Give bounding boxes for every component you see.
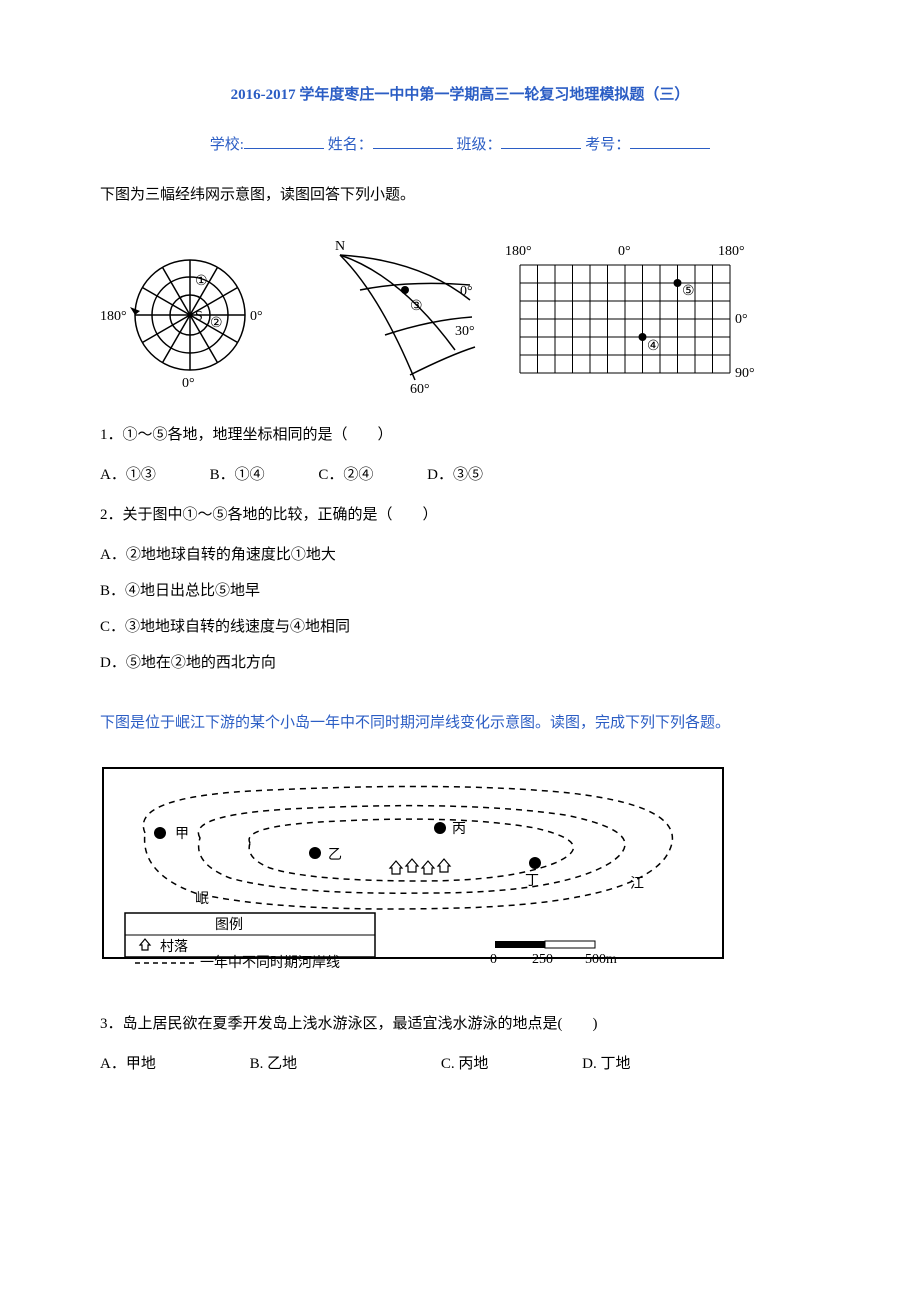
q1-opt-c[interactable]: C．②④ [318, 460, 373, 490]
class-label: 班级： [456, 137, 501, 153]
school-label: 学校: [210, 137, 244, 153]
marker-3: ③ [410, 297, 423, 313]
polar-diagram: S 0° 180° 0° ① ② [100, 235, 280, 395]
label-180-left: 180° [100, 309, 127, 324]
q2-opt-c[interactable]: C．③地地球自转的线速度与④地相同 [100, 612, 820, 642]
q1-opt-b[interactable]: B．①④ [210, 460, 265, 490]
q2-opt-d[interactable]: D．⑤地在②地的西北方向 [100, 648, 820, 678]
q3-options: A．甲地 B. 乙地 C. 丙地 D. 丁地 [100, 1049, 820, 1079]
q1-opt-a[interactable]: A．①③ [100, 460, 156, 490]
grid-180-tl: 180° [505, 244, 532, 259]
name-blank[interactable] [373, 133, 453, 149]
label-bing: 丙 [452, 822, 466, 837]
school-blank[interactable] [244, 133, 324, 149]
marker-5: ⑤ [682, 282, 695, 298]
label-0-right: 0° [250, 309, 263, 324]
figure-row-1: S 0° 180° 0° ① ② ③ N 0° 30° 60° [100, 235, 820, 395]
q3-opt-b[interactable]: B. 乙地 [250, 1049, 298, 1079]
id-label: 考号： [585, 137, 630, 153]
q3-opt-c[interactable]: C. 丙地 [441, 1049, 489, 1079]
q3-stem: 3．岛上居民欲在夏季开发岛上浅水游泳区，最适宜浅水游泳的地点是( ) [100, 1009, 820, 1039]
label-s: S [195, 309, 203, 324]
point-4 [639, 333, 647, 341]
marker-2: ② [210, 314, 223, 330]
q1-opt-d[interactable]: D．③⑤ [427, 460, 483, 490]
legend-line: 一年中不同时期河岸线 [200, 955, 340, 971]
q2-opt-b[interactable]: B．④地日出总比⑤地早 [100, 576, 820, 606]
legend-title: 图例 [215, 917, 243, 933]
marker-1: ① [195, 272, 208, 288]
curved-grid-diagram: ③ N 0° 30° 60° [300, 235, 480, 395]
q1-stem: 1．①～⑤各地，地理坐标相同的是（ ） [100, 420, 820, 450]
class-blank[interactable] [501, 133, 581, 149]
id-blank[interactable] [630, 133, 710, 149]
label-jia: 甲 [175, 827, 189, 842]
label-0-bottom: 0° [182, 376, 195, 391]
label-60: 60° [410, 382, 430, 395]
point-5 [674, 279, 682, 287]
label-n: N [335, 239, 345, 254]
label-jiang: 江 [630, 876, 644, 892]
grid-180-tr: 180° [718, 244, 745, 259]
q1-options: A．①③ B．①④ C．②④ D．③⑤ [100, 460, 820, 490]
q2-opt-a[interactable]: A．②地地球自转的角速度比①地大 [100, 540, 820, 570]
island-map: 甲 乙 丙 丁 岷 江 图例 村落 一年中不同时期河岸线 0 250 500m [100, 763, 820, 984]
legend-village: 村落 [160, 939, 188, 955]
label-0-curve: 0° [460, 284, 473, 299]
intro-1: 下图为三幅经纬网示意图，读图回答下列小题。 [100, 180, 820, 210]
scale-250: 250 [532, 952, 553, 967]
label-yi: 乙 [328, 847, 342, 863]
intro-2: 下图是位于岷江下游的某个小岛一年中不同时期河岸线变化示意图。读图，完成下列下列各… [100, 708, 820, 738]
grid-0-right: 0° [735, 312, 748, 327]
marker-4: ④ [647, 337, 660, 353]
scale-0: 0 [490, 952, 497, 967]
point-3 [401, 286, 409, 294]
grid-0-top: 0° [618, 244, 631, 259]
q2-stem: 2．关于图中①～⑤各地的比较，正确的是（ ） [100, 500, 820, 530]
page-title: 2016-2017 学年度枣庄一中中第一学期高三一轮复习地理模拟题（三） [100, 80, 820, 110]
grid-90-br: 90° [735, 366, 755, 381]
q3-opt-a[interactable]: A．甲地 [100, 1049, 156, 1079]
q3-opt-d[interactable]: D. 丁地 [582, 1049, 630, 1079]
scale-500: 500m [585, 952, 617, 967]
label-min: 岷 [195, 891, 209, 907]
student-info-line: 学校: 姓名： 班级： 考号： [100, 130, 820, 160]
name-label: 姓名： [328, 137, 373, 153]
rect-grid-diagram: ⑤ ④ 180° 0° 180° 0° 90° [500, 235, 760, 395]
label-ding: 丁 [525, 874, 539, 889]
label-30: 30° [455, 324, 475, 339]
